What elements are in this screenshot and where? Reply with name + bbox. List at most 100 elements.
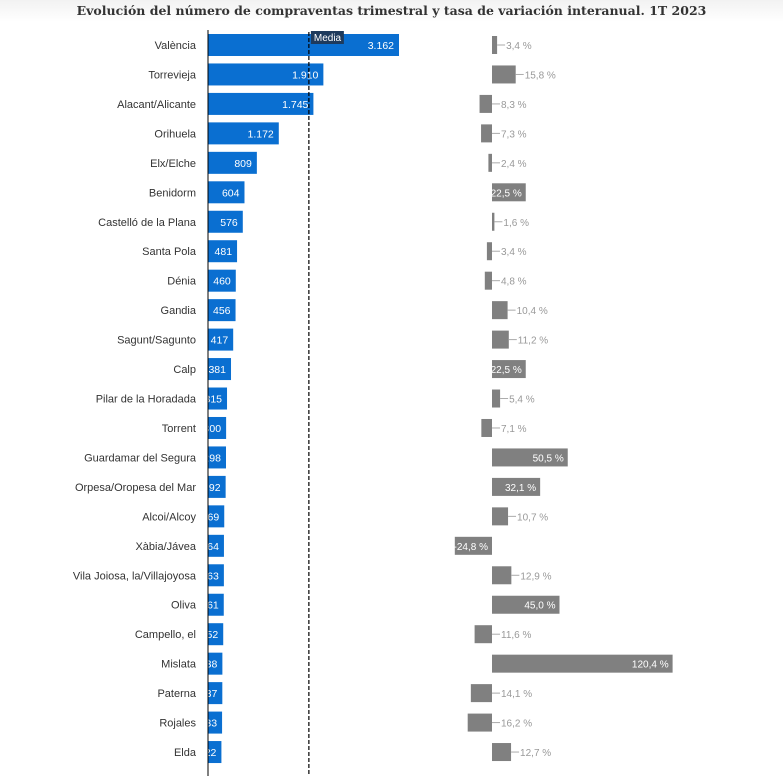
count-label: 269 — [202, 511, 220, 523]
category-label: Guardamar del Segura — [84, 452, 197, 464]
rate-bar — [481, 124, 492, 143]
count-bar — [208, 652, 223, 675]
rate-bar — [492, 360, 526, 379]
title-bar — [0, 0, 783, 22]
rate-bar — [492, 507, 509, 526]
rate-bar — [474, 625, 492, 644]
rate-bar — [492, 595, 560, 614]
count-label: 1.910 — [292, 69, 318, 81]
count-bar — [208, 416, 227, 439]
rate-label: 3,4 % — [501, 247, 527, 258]
count-label: 381 — [208, 364, 226, 376]
rate-label: 3,4 % — [506, 41, 532, 52]
count-label: 292 — [203, 482, 221, 494]
mean-label: Media — [314, 33, 342, 44]
count-label: 300 — [204, 423, 222, 435]
count-label: 417 — [211, 335, 229, 347]
count-label: 1.172 — [248, 128, 274, 140]
category-label: Torrevieja — [148, 69, 197, 81]
count-label: 261 — [201, 600, 219, 612]
count-bar — [208, 623, 224, 646]
count-bar — [208, 151, 257, 174]
rate-bar — [492, 448, 568, 467]
rate-bar — [492, 330, 509, 349]
rate-label: 11,6 % — [501, 630, 531, 641]
count-bar — [208, 711, 223, 734]
count-label: 456 — [213, 305, 231, 317]
rate-bar — [492, 389, 501, 408]
count-label: 481 — [215, 246, 233, 258]
rate-label: 12,7 % — [520, 748, 551, 759]
rate-label: 10,4 % — [517, 306, 548, 317]
count-label: 238 — [200, 659, 218, 671]
category-label: Calp — [173, 364, 196, 376]
count-bar — [208, 122, 279, 145]
category-label: Alacant/Alicante — [117, 99, 196, 111]
rate-label: 1,6 % — [503, 218, 529, 229]
category-label: Gandia — [161, 305, 197, 317]
rate-bar — [492, 212, 495, 231]
rate-label: 4,8 % — [501, 277, 527, 288]
rate-bar — [481, 418, 492, 437]
rate-label: 12,9 % — [520, 571, 551, 582]
count-bar — [208, 181, 245, 204]
rate-label: 120,4 % — [632, 660, 669, 671]
category-label: Mislata — [161, 659, 197, 671]
rate-label: 10,7 % — [517, 512, 548, 523]
category-label: València — [155, 40, 197, 52]
rate-bar — [492, 654, 673, 673]
count-bar — [208, 505, 225, 528]
count-bar — [208, 269, 236, 292]
rate-bar — [492, 566, 512, 585]
category-label: Pilar de la Horadada — [96, 394, 197, 406]
rate-bar — [492, 743, 512, 762]
category-label: Xàbia/Jávea — [135, 541, 196, 553]
category-label: Vila Joiosa, la/Villajoyosa — [73, 570, 197, 582]
count-bar — [208, 328, 234, 351]
count-bar — [208, 92, 314, 115]
rate-label: 50,5 % — [533, 453, 564, 464]
rate-bar — [492, 36, 498, 54]
rate-bar — [492, 65, 516, 84]
count-label: 576 — [220, 217, 238, 229]
count-label: 237 — [200, 688, 218, 700]
rate-bar — [484, 271, 492, 290]
count-label: 315 — [204, 394, 222, 406]
count-bar — [208, 446, 227, 469]
rate-label: 7,1 % — [501, 424, 527, 435]
rate-label: 14,1 % — [501, 689, 532, 700]
category-label: Orihuela — [154, 128, 196, 140]
count-bar — [208, 475, 226, 498]
count-bar — [208, 358, 232, 381]
category-label: Elda — [174, 747, 197, 759]
category-label: Torrent — [162, 423, 196, 435]
category-label: Santa Pola — [142, 246, 197, 258]
count-label: 809 — [234, 158, 252, 170]
count-bar — [208, 63, 324, 86]
rate-bar — [492, 183, 526, 202]
rate-label: 45,0 % — [524, 601, 555, 612]
count-label: 298 — [203, 452, 221, 464]
category-label: Elx/Elche — [150, 158, 196, 170]
chart-title: Evolución del número de compraventas tri… — [76, 3, 707, 18]
count-bar — [208, 387, 228, 410]
rate-label: 15,8 % — [525, 70, 556, 81]
count-bar — [208, 564, 224, 587]
rate-label: 8,3 % — [501, 100, 527, 111]
category-label: Benidorm — [149, 187, 196, 199]
count-bar — [208, 741, 222, 764]
count-bar — [208, 299, 236, 322]
category-label: Alcoi/Alcoy — [142, 511, 196, 523]
count-label: 604 — [222, 187, 240, 199]
count-bar — [208, 240, 238, 263]
rate-label: -24,8 % — [454, 542, 489, 553]
rate-label: 22,5 % — [491, 365, 522, 376]
rate-label: 32,1 % — [505, 483, 536, 494]
count-label: 263 — [201, 570, 219, 582]
rate-bar — [454, 536, 492, 555]
category-label: Campello, el — [135, 629, 196, 641]
count-bar — [208, 210, 243, 233]
category-label: Rojales — [159, 718, 196, 730]
